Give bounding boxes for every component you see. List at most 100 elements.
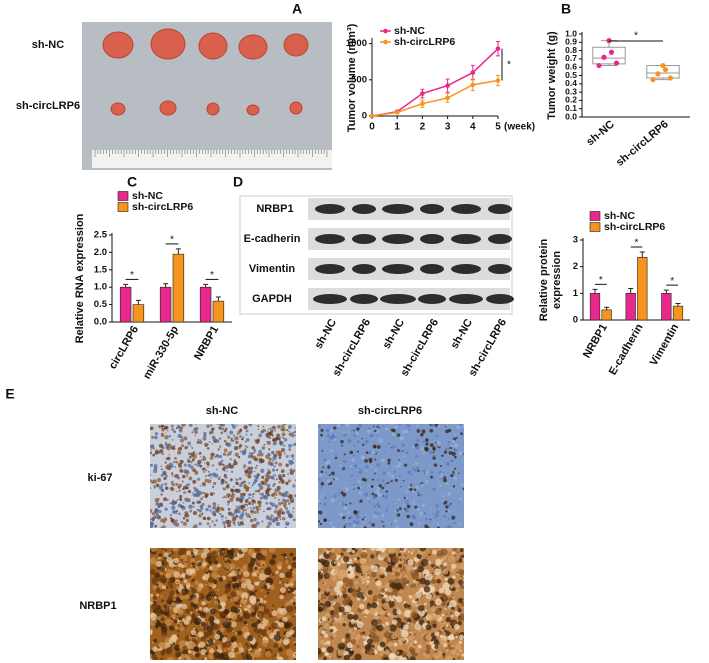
stain [364, 644, 371, 651]
stain [398, 639, 401, 642]
stain [222, 496, 224, 499]
stain [425, 624, 432, 631]
stain [158, 485, 163, 490]
stain [150, 474, 152, 477]
stain [219, 476, 221, 478]
stain [450, 503, 452, 505]
stain [431, 564, 435, 568]
stain [337, 554, 341, 558]
stain [198, 509, 202, 513]
stain [171, 438, 174, 441]
stain [356, 645, 360, 648]
stain [413, 488, 417, 492]
stain [253, 510, 257, 514]
stain [445, 448, 447, 450]
stain [443, 450, 448, 454]
stain [246, 445, 249, 449]
stain [267, 521, 272, 526]
stain [278, 613, 283, 618]
stain [443, 643, 447, 648]
point [608, 49, 615, 55]
stain [370, 554, 375, 559]
stain [343, 505, 348, 510]
stain [285, 605, 294, 613]
stain [407, 621, 410, 624]
stain [326, 593, 329, 597]
point [470, 82, 476, 88]
stain [318, 491, 319, 494]
stain [434, 645, 439, 650]
stain [187, 483, 190, 486]
stain [373, 475, 376, 478]
stain [254, 489, 258, 493]
stain [374, 472, 377, 475]
stain [411, 623, 414, 626]
stain [194, 470, 199, 475]
stain [163, 476, 167, 481]
y-tick-label: 500 [351, 74, 367, 85]
stain [358, 424, 363, 428]
stain [354, 478, 356, 481]
stain [358, 618, 362, 622]
stain [326, 640, 331, 645]
stain [439, 465, 442, 468]
stain [415, 445, 420, 450]
stain [189, 455, 192, 459]
stain [207, 463, 210, 467]
stain [318, 636, 319, 638]
stain [318, 579, 321, 583]
stain [197, 459, 202, 465]
stain [424, 446, 429, 451]
stain [231, 464, 234, 467]
stain [222, 452, 227, 456]
stain [396, 596, 403, 603]
stain [403, 455, 406, 458]
stain [206, 447, 210, 450]
stain [451, 587, 456, 592]
stain [293, 606, 296, 610]
stain [323, 518, 327, 522]
stain [271, 622, 278, 629]
stain [382, 656, 389, 660]
stain [439, 637, 446, 645]
stain [398, 563, 403, 568]
stain [356, 450, 359, 453]
stain [271, 450, 275, 455]
stain [182, 521, 187, 526]
stain [231, 424, 236, 429]
stain [426, 560, 429, 564]
y-axis-label: expression [551, 251, 563, 309]
stain [183, 436, 188, 441]
stain [223, 524, 226, 526]
stain [174, 465, 177, 468]
stain [342, 430, 346, 434]
stain [376, 425, 379, 428]
y-tick-label: 0.2 [565, 95, 577, 105]
blot-band [382, 204, 414, 214]
stain [293, 494, 296, 497]
stain [198, 500, 202, 504]
stain [164, 435, 169, 440]
stain [226, 433, 229, 436]
stain [333, 426, 337, 430]
stain [458, 562, 464, 570]
stain [190, 584, 194, 588]
stain [391, 572, 394, 575]
stain [451, 451, 456, 456]
stain [370, 485, 374, 488]
stain [235, 514, 239, 518]
stain [262, 482, 265, 485]
stain [463, 453, 464, 456]
stain [375, 515, 378, 519]
stain [438, 587, 445, 594]
stain [242, 449, 247, 454]
stain [274, 474, 277, 477]
stain [161, 644, 167, 649]
stain [164, 549, 167, 552]
stain [318, 647, 322, 655]
stain [278, 437, 281, 441]
stain [163, 552, 169, 558]
significance-mark: * [599, 275, 603, 286]
stain [292, 615, 294, 617]
bar [199, 286, 212, 323]
